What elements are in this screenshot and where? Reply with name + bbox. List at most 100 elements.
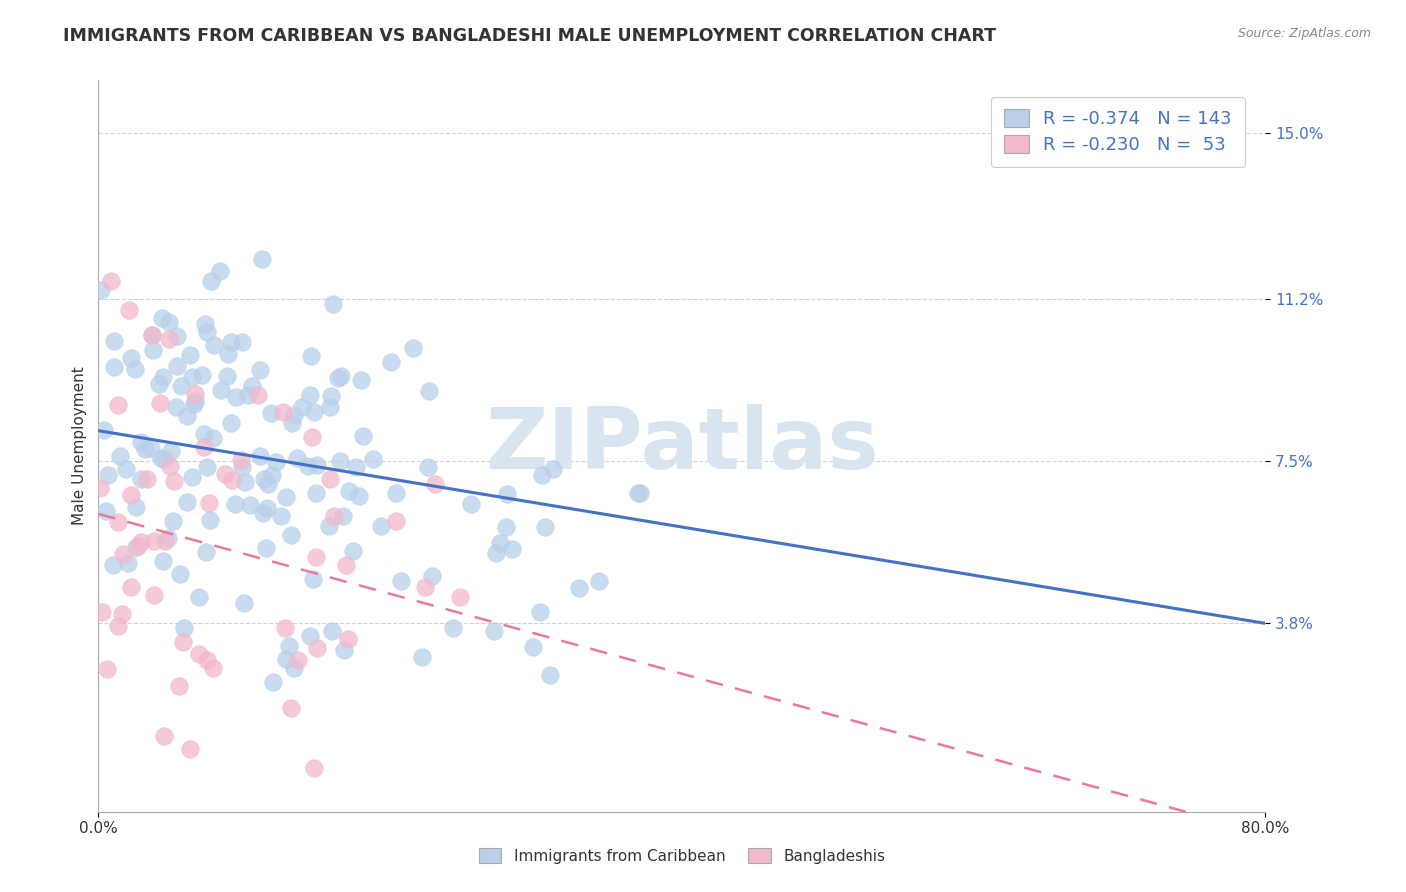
Point [101,558,124,572]
Point [180,469,202,483]
Point [460,498,482,512]
Point [153,452,176,467]
Point [543,461,565,475]
Point [195,460,218,475]
Point [271,405,294,419]
Point [134,442,156,456]
Point [195,326,218,340]
Point [326,370,349,384]
Point [120,488,142,502]
Point [149,396,172,410]
Point [103,360,125,375]
Point [107,398,129,412]
Point [166,329,188,343]
Point [266,455,288,469]
Point [127,539,149,553]
Point [231,459,253,474]
Point [112,547,135,561]
Point [191,368,214,382]
Point [198,496,221,510]
Point [200,275,222,289]
Point [305,550,328,565]
Point [627,486,650,500]
Point [142,588,165,602]
Point [299,349,322,363]
Point [252,506,274,520]
Point [157,315,180,329]
Point [322,509,344,524]
Point [184,393,207,408]
Point [120,581,142,595]
Point [522,640,544,654]
Point [93,423,115,437]
Point [330,369,353,384]
Point [187,590,209,604]
Point [169,566,191,581]
Point [202,337,225,351]
Point [217,347,239,361]
Point [90,605,112,619]
Point [225,390,247,404]
Point [482,624,505,638]
Point [107,515,129,529]
Point [219,416,242,430]
Point [219,335,242,350]
Point [280,527,302,541]
Point [129,435,152,450]
Point [152,370,174,384]
Point [322,297,344,311]
Point [193,440,215,454]
Point [103,334,125,349]
Point [176,495,198,509]
Point [274,652,297,666]
Point [529,605,551,619]
Point [141,327,163,342]
Point [339,483,361,498]
Point [420,569,443,583]
Point [277,639,299,653]
Point [319,401,342,415]
Point [155,533,177,548]
Point [329,454,352,468]
Point [115,461,138,475]
Point [179,741,201,756]
Legend: R = -0.374   N = 143, R = -0.230   N =  53: R = -0.374 N = 143, R = -0.230 N = 53 [991,96,1244,167]
Point [209,383,232,397]
Point [231,334,253,349]
Point [179,348,201,362]
Point [108,449,131,463]
Point [276,490,298,504]
Point [170,379,193,393]
Point [176,409,198,424]
Point [125,540,148,554]
Point [162,514,184,528]
Point [208,264,231,278]
Point [166,359,188,373]
Point [202,661,225,675]
Point [298,629,321,643]
Point [157,332,180,346]
Point [129,472,152,486]
Point [416,459,439,474]
Point [90,283,112,297]
Point [384,514,406,528]
Point [136,472,159,486]
Point [534,519,557,533]
Point [250,252,273,266]
Point [117,556,139,570]
Point [195,653,218,667]
Point [301,430,323,444]
Point [120,351,142,365]
Point [287,653,309,667]
Point [347,489,370,503]
Point [249,449,271,463]
Point [215,368,238,383]
Point [224,497,246,511]
Point [238,388,260,402]
Point [169,679,191,693]
Point [305,458,328,472]
Point [97,468,120,483]
Point [370,519,392,533]
Point [495,520,517,534]
Point [111,607,134,621]
